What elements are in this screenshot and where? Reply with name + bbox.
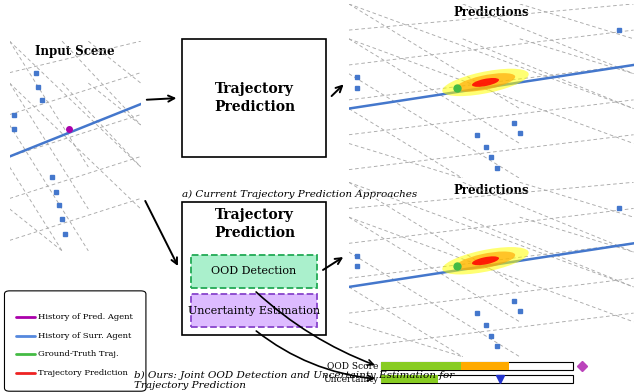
Text: Trajectory
Prediction: Trajectory Prediction (214, 208, 295, 240)
Bar (381, 375, 573, 383)
Text: Uncertainty Estimation: Uncertainty Estimation (188, 306, 320, 316)
Bar (381, 362, 573, 370)
Bar (182, 202, 326, 335)
FancyBboxPatch shape (4, 291, 146, 391)
Text: b) Ours: Joint OOD Detection and Uncertainty Estimation for
Trajectory Predictio: b) Ours: Joint OOD Detection and Uncerta… (134, 370, 454, 390)
Text: OOD Score: OOD Score (327, 362, 378, 370)
Text: Predictions: Predictions (453, 184, 529, 197)
Bar (191, 255, 317, 288)
Bar (182, 39, 326, 157)
Bar (381, 362, 461, 370)
Text: Trajectory Prediction: Trajectory Prediction (38, 369, 128, 377)
Bar (381, 375, 438, 383)
Bar (10, 294, 141, 388)
Text: Ground-Truth Traj.: Ground-Truth Traj. (38, 350, 119, 358)
Text: Input Scene: Input Scene (35, 45, 115, 58)
Text: History of Surr. Agent: History of Surr. Agent (38, 332, 132, 339)
Text: a) Current Trajectory Prediction Approaches: a) Current Trajectory Prediction Approac… (182, 190, 418, 199)
Text: History of Pred. Agent: History of Pred. Agent (38, 313, 133, 321)
Bar (191, 294, 317, 327)
Text: Trajectory
Prediction: Trajectory Prediction (214, 82, 295, 114)
Text: OOD Detection: OOD Detection (211, 267, 297, 276)
Bar (461, 362, 509, 370)
Text: Uncertainty: Uncertainty (323, 375, 378, 383)
Text: Predictions: Predictions (453, 6, 529, 19)
